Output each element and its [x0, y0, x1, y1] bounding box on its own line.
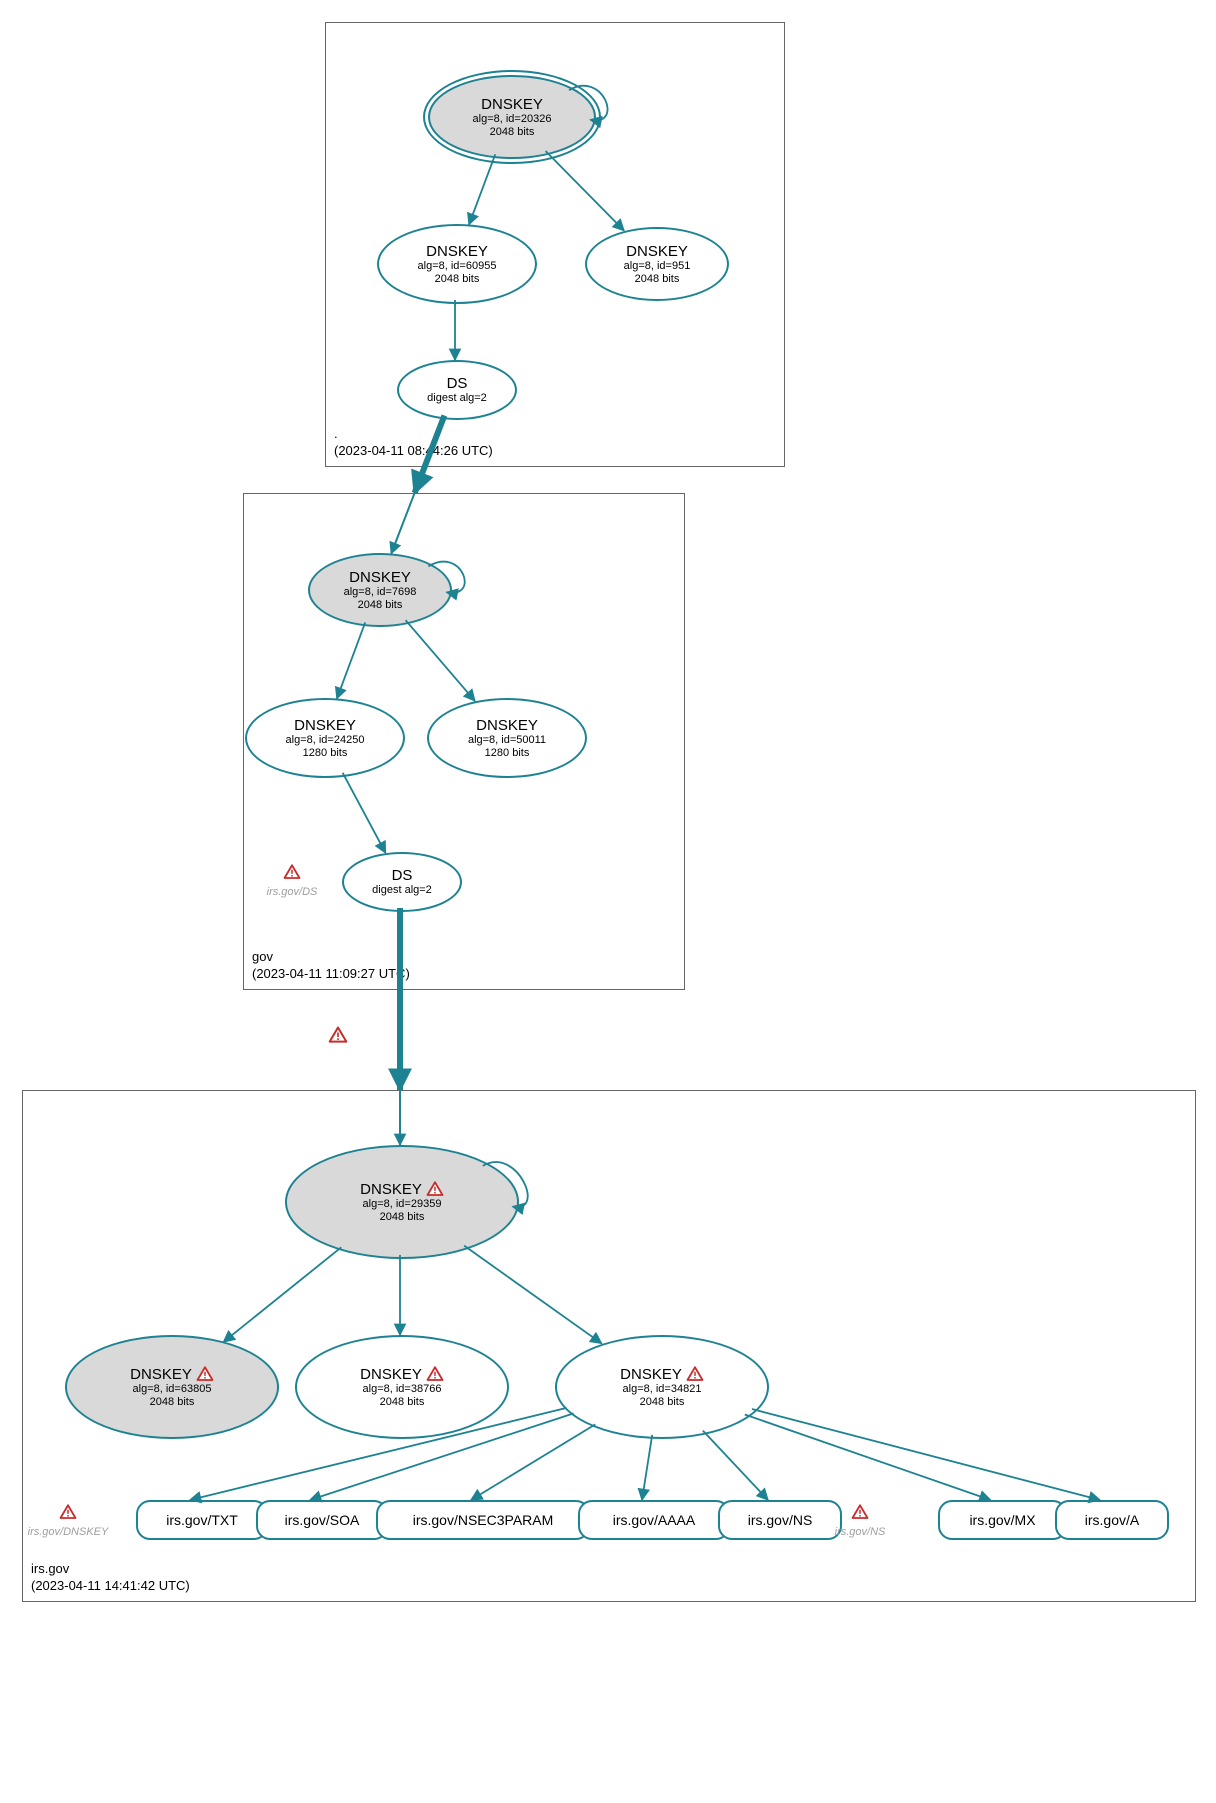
- node-sub2: 2048 bits: [150, 1396, 195, 1409]
- node-title: DS: [392, 867, 413, 884]
- node-gov_ds: DSdigest alg=2: [342, 852, 462, 912]
- rrset-nsec3: irs.gov/NSEC3PARAM: [376, 1500, 590, 1540]
- node-sub1: alg=8, id=20326: [473, 113, 552, 126]
- zone-label-gov: gov(2023-04-11 11:09:27 UTC): [252, 948, 410, 983]
- node-sub2: 2048 bits: [640, 1396, 685, 1409]
- rrset-soa: irs.gov/SOA: [256, 1500, 388, 1540]
- node-title: DNSKEY: [360, 1365, 444, 1383]
- node-sub1: digest alg=2: [427, 392, 487, 405]
- node-sub1: alg=8, id=951: [624, 260, 691, 273]
- node-sub2: 2048 bits: [635, 273, 680, 286]
- warn-text: irs.gov/DNSKEY: [28, 1526, 109, 1538]
- node-sub2: 1280 bits: [303, 747, 348, 760]
- rrset-txt: irs.gov/TXT: [136, 1500, 268, 1540]
- node-gov_ksk: DNSKEYalg=8, id=76982048 bits: [308, 553, 452, 627]
- node-sub2: 2048 bits: [435, 273, 480, 286]
- node-title: DNSKEY: [426, 243, 488, 260]
- node-title: DS: [447, 375, 468, 392]
- warning-icon: [851, 1503, 869, 1526]
- node-sub1: alg=8, id=38766: [363, 1383, 442, 1396]
- node-title: DNSKEY: [130, 1365, 214, 1383]
- node-root_ksk: DNSKEYalg=8, id=203262048 bits: [428, 75, 596, 159]
- node-sub2: 1280 bits: [485, 747, 530, 760]
- node-title: DNSKEY: [476, 717, 538, 734]
- rrset-aaaa: irs.gov/AAAA: [578, 1500, 730, 1540]
- node-irs_k1: DNSKEY alg=8, id=638052048 bits: [65, 1335, 279, 1439]
- node-sub1: alg=8, id=60955: [418, 260, 497, 273]
- node-gov_zsk1: DNSKEYalg=8, id=242501280 bits: [245, 698, 405, 778]
- node-root_ds: DSdigest alg=2: [397, 360, 517, 420]
- warn-label-irs_dk: irs.gov/DNSKEY: [23, 1503, 113, 1538]
- node-sub2: 2048 bits: [380, 1396, 425, 1409]
- node-gov_zsk2: DNSKEYalg=8, id=500111280 bits: [427, 698, 587, 778]
- node-sub1: alg=8, id=24250: [286, 734, 365, 747]
- warn-label-irs_ns: irs.gov/NS: [815, 1503, 905, 1538]
- rrset-a: irs.gov/A: [1055, 1500, 1169, 1540]
- warn-label-gov_ds: irs.gov/DS: [247, 863, 337, 898]
- warning-icon: [283, 863, 301, 886]
- zone-label-root: .(2023-04-11 08:44:26 UTC): [334, 425, 493, 460]
- node-sub1: alg=8, id=50011: [468, 734, 546, 747]
- node-irs_k2: DNSKEY alg=8, id=387662048 bits: [295, 1335, 509, 1439]
- warning-icon: [59, 1503, 77, 1526]
- node-title: DNSKEY: [481, 96, 543, 113]
- node-title: DNSKEY: [620, 1365, 704, 1383]
- warn-text: irs.gov/NS: [835, 1526, 886, 1538]
- zone-label-irs: irs.gov(2023-04-11 14:41:42 UTC): [31, 1560, 190, 1595]
- node-sub1: digest alg=2: [372, 884, 432, 897]
- node-title: DNSKEY: [626, 243, 688, 260]
- node-title: DNSKEY: [349, 569, 411, 586]
- node-root_zsk1: DNSKEYalg=8, id=609552048 bits: [377, 224, 537, 304]
- node-sub1: alg=8, id=7698: [344, 586, 417, 599]
- rrset-mx: irs.gov/MX: [938, 1500, 1067, 1540]
- node-irs_k3: DNSKEY alg=8, id=348212048 bits: [555, 1335, 769, 1439]
- node-sub2: 2048 bits: [380, 1211, 425, 1224]
- node-title: DNSKEY: [360, 1180, 444, 1198]
- edge-warning-icon: [328, 1025, 348, 1050]
- node-sub1: alg=8, id=29359: [363, 1198, 442, 1211]
- node-title: DNSKEY: [294, 717, 356, 734]
- warn-text: irs.gov/DS: [267, 886, 318, 898]
- node-sub1: alg=8, id=63805: [133, 1383, 212, 1396]
- node-sub2: 2048 bits: [490, 126, 535, 139]
- node-sub1: alg=8, id=34821: [623, 1383, 702, 1396]
- node-sub2: 2048 bits: [358, 599, 403, 612]
- node-root_zsk2: DNSKEYalg=8, id=9512048 bits: [585, 227, 729, 301]
- dnssec-diagram: .(2023-04-11 08:44:26 UTC) gov(2023-04-11…: [0, 0, 1216, 1803]
- node-irs_ksk: DNSKEY alg=8, id=293592048 bits: [285, 1145, 519, 1259]
